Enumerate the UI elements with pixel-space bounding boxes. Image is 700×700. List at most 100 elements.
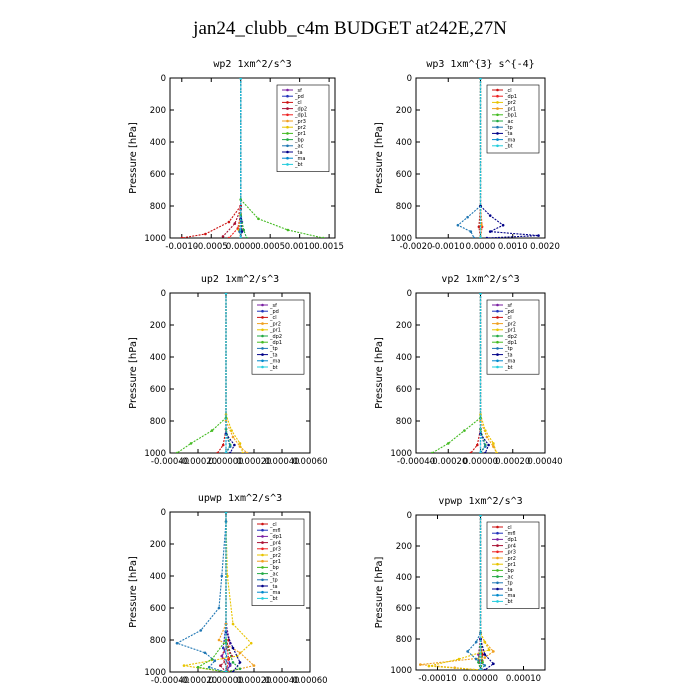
y-tick-label: 200	[396, 106, 412, 116]
series-point-pr2	[249, 641, 253, 645]
legend-entry: _bp1	[504, 113, 517, 119]
legend-entry: _pr2	[269, 553, 281, 559]
legend-marker	[496, 347, 499, 350]
series-point-bt	[479, 236, 482, 238]
legend-marker	[496, 550, 499, 554]
series-point-tp	[469, 230, 473, 233]
legend-entry: _pr3	[504, 550, 516, 556]
y-tick-label: 400	[396, 353, 412, 363]
series-point-tp	[484, 445, 487, 448]
series-point-bp	[481, 661, 484, 664]
y-tick-label: 400	[396, 138, 412, 148]
axes-frame	[169, 292, 311, 454]
series-point-bt	[224, 451, 228, 453]
legend-marker	[261, 328, 264, 332]
legend-entry: _pr4	[504, 543, 516, 549]
legend-marker	[496, 309, 499, 313]
x-tick-label: 0.00000	[463, 457, 498, 467]
series-point-ta	[488, 230, 492, 233]
series-point-pr1	[217, 638, 221, 642]
axes-frame	[169, 77, 336, 239]
legend-marker	[496, 303, 499, 307]
series-point-mfl	[221, 646, 225, 650]
series-point-pr1	[238, 442, 242, 445]
series-point-tp	[483, 664, 487, 667]
x-tick-label: -0.0010	[165, 242, 198, 252]
legend-marker	[496, 94, 499, 98]
legend-marker	[286, 132, 289, 135]
legend-entry: _ma	[504, 593, 515, 599]
legend-marker	[496, 531, 499, 535]
x-tick-label: -0.00020	[429, 457, 467, 467]
legend-marker	[496, 113, 499, 117]
legend-entry: _cl	[504, 315, 512, 321]
plot-area	[419, 515, 495, 670]
legend-marker	[496, 556, 499, 560]
legend-marker	[496, 575, 499, 578]
series-point-pr1	[321, 236, 325, 238]
series-point-pr2	[226, 574, 229, 578]
legend-marker	[261, 547, 264, 551]
y-tick-label: 200	[150, 321, 166, 331]
legend-box	[276, 84, 330, 172]
legend-marker	[496, 359, 499, 363]
legend-entry: _ma	[294, 156, 305, 162]
legend-entry: _tp	[504, 346, 513, 352]
legend: _cl_mfl_dp1_pr4_pr3_pr2_pr1_bp_ac_tp_ta_…	[486, 521, 540, 609]
legend-entry: _mfl	[504, 531, 516, 537]
legend-entry: _dp2	[504, 334, 517, 340]
legend-marker	[286, 94, 289, 98]
legend-entry: _bt	[269, 365, 278, 371]
legend-entry: _dp1	[269, 534, 282, 540]
legend-marker	[261, 528, 264, 532]
legend-marker	[496, 101, 499, 104]
legend-marker	[261, 303, 264, 307]
legend: _cl_mfl_dp1_pr4_pr3_pr2_pr1_bp_ac_tp_ta_…	[251, 518, 305, 606]
series-point-ta	[233, 443, 236, 447]
plot-area	[430, 293, 498, 453]
legend-entry: _pr1	[294, 131, 306, 137]
legend-entry: _bt	[504, 365, 513, 371]
legend-entry: _cl	[269, 315, 277, 321]
series-point-tp	[466, 215, 469, 219]
legend-marker	[496, 328, 499, 332]
legend: _sf_pd_cl_pr2_pr1_dp2_dp1_tp_ta_ma_bt	[486, 299, 540, 375]
y-tick-label: 600	[150, 170, 166, 180]
y-tick-label: 1000	[144, 668, 166, 678]
series-point-ta	[483, 653, 487, 656]
legend-marker	[261, 522, 264, 526]
legend-entry: _ac	[294, 144, 304, 150]
x-tick-label: 0.00060	[292, 676, 327, 686]
series-point-pr2	[231, 622, 235, 626]
y-axis-label: Pressure [hPa]	[128, 122, 139, 194]
legend-marker	[496, 119, 499, 123]
x-tick-label: 0.00060	[292, 457, 327, 467]
y-tick-label: 600	[396, 170, 412, 180]
legend-marker	[286, 156, 289, 160]
legend-marker	[286, 88, 289, 92]
series-line-pr2	[183, 512, 252, 672]
x-tick-label: -0.00020	[179, 676, 217, 686]
legend-entry: _dp1	[294, 113, 307, 119]
y-tick-label: 1000	[144, 234, 166, 244]
legend-entry: _ma	[269, 590, 280, 596]
panel-title: vp2 1xm^2/s^3	[441, 274, 519, 285]
series-point-tp	[217, 606, 221, 610]
series-point-pr1	[492, 442, 495, 445]
y-tick-label: 200	[150, 106, 166, 116]
legend-entry: _pr3	[294, 119, 306, 125]
x-tick-label: 0.00000	[208, 457, 243, 467]
legend-marker	[496, 538, 499, 541]
x-tick-label: -0.0005	[195, 242, 228, 252]
legend-entry: _tp	[504, 125, 513, 131]
series-point-dp1	[175, 451, 179, 453]
legend-marker	[261, 597, 264, 600]
legend-marker	[261, 334, 264, 338]
y-tick-label: 400	[150, 353, 166, 363]
chart-panel-3: up2 1xm^2/s^3 Pressure [hPa] 0 200 400 600 800…	[128, 274, 328, 467]
series-point-tp	[213, 659, 217, 663]
legend-marker	[261, 572, 264, 575]
legend-marker	[286, 125, 289, 129]
legend-entry: _pr2	[269, 321, 281, 327]
series-point-ta	[485, 236, 489, 238]
